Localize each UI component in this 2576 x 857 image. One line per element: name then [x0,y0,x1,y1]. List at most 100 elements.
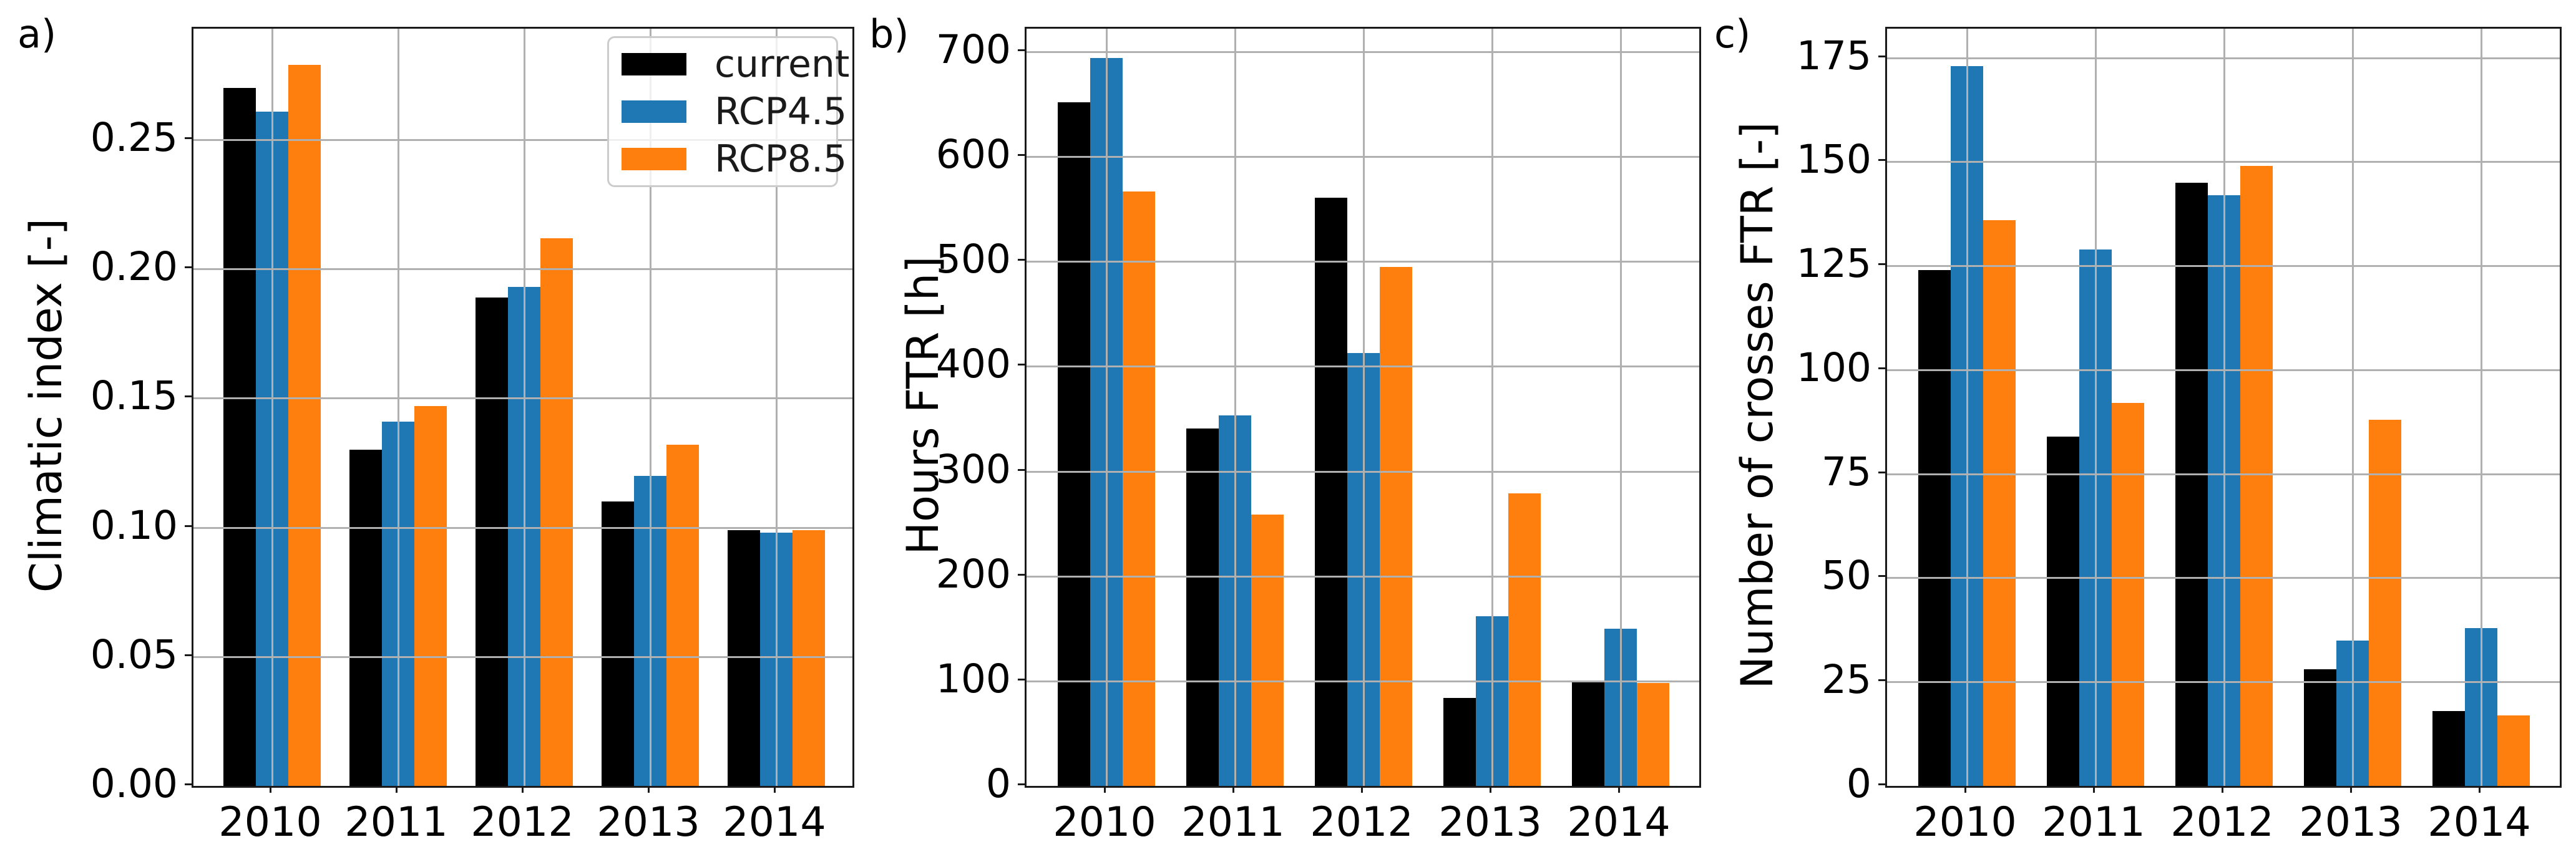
y-tick [1018,364,1025,366]
y-tick-label: 125 [1796,241,1871,287]
bar-RCP8.5-2011 [1251,515,1284,786]
x-tick-label: 2010 [1913,799,2017,846]
y-tick-label: 0 [1846,761,1871,806]
y-tick-label: 50 [1821,553,1871,599]
y-tick-label: 400 [935,341,1011,387]
y-tick [1878,575,1885,578]
bar-current-2012 [476,298,508,786]
y-axis-title-b: Hours FTR [h] [897,256,949,555]
gridline-x [2481,29,2482,786]
bar-current-2014 [1572,682,1604,786]
y-tick-label: 150 [1796,137,1871,183]
bar-current-2010 [1918,270,1951,786]
gridline-x [1966,29,1968,786]
x-tick [774,786,776,793]
panel-label-a: a) [17,11,57,57]
x-tick [1232,786,1234,793]
x-tick-label: 2013 [1438,799,1542,846]
y-tick-label: 100 [1796,344,1871,390]
bar-current-2010 [223,88,256,786]
gridline-x [1234,29,1236,786]
gridline-y [193,397,852,400]
gridline-x [776,29,778,786]
y-tick [1878,471,1885,473]
bar-RCP8.5-2012 [1380,267,1412,786]
bar-RCP8.5-2013 [1508,493,1541,786]
gridline-x [1491,29,1493,786]
y-tick [1878,159,1885,162]
y-tick-label: 100 [935,656,1011,702]
y-tick-label: 0.05 [90,631,178,677]
y-axis-title-c: Number of crosses FTR [-] [1732,122,1783,689]
x-tick-label: 2014 [2427,799,2531,846]
bar-RCP8.5-2014 [2497,715,2530,786]
y-tick [1878,679,1885,682]
gridline-y [193,656,852,658]
bar-RCP8.5-2010 [288,65,321,786]
y-tick-label: 175 [1796,32,1871,79]
gridline-x [1620,29,1622,786]
gridline-y [193,268,852,271]
x-tick [270,786,271,793]
x-tick-label: 2014 [723,799,826,846]
x-tick-label: 2011 [1181,799,1285,846]
x-tick-label: 2013 [2299,799,2403,846]
x-tick [648,786,650,793]
bar-current-2012 [1315,198,1347,786]
y-tick [1878,55,1885,57]
y-tick [185,783,192,785]
bar-current-2013 [602,501,634,786]
plot-area-a [192,27,854,788]
y-tick-label: 25 [1821,657,1871,703]
gridline-x [2352,29,2354,786]
bar-current-2014 [2432,711,2465,786]
x-tick [2093,786,2095,793]
gridline-y [193,526,852,529]
y-tick-label: 0.00 [90,761,178,806]
y-tick [1018,573,1025,576]
x-tick [522,786,524,793]
x-tick-label: 2011 [2042,799,2145,846]
y-tick [185,525,192,527]
bar-RCP8.5-2013 [2369,420,2401,786]
y-tick-label: 0.15 [90,373,178,419]
y-tick [1878,263,1885,266]
y-tick [1878,367,1885,369]
legend: current RCP4.5 RCP8.5 [607,36,849,187]
y-tick [1018,154,1025,157]
bar-current-2010 [1058,102,1090,786]
legend-item-current: current [609,42,849,87]
legend-item-rcp85: RCP8.5 [609,137,847,182]
bar-RCP8.5-2011 [2112,403,2144,786]
y-tick-label: 75 [1821,448,1871,495]
y-tick-label: 0.20 [90,244,178,290]
gridline-y [193,139,852,142]
gridline-x [2223,29,2225,786]
y-tick-label: 600 [935,132,1011,178]
y-tick [1018,259,1025,261]
bar-RCP8.5-2013 [666,445,699,786]
legend-swatch-current [622,53,686,75]
legend-swatch-rcp85 [622,148,686,170]
bar-current-2013 [1443,698,1476,786]
bar-RCP8.5-2010 [1983,220,2016,786]
bar-RCP8.5-2011 [414,406,447,786]
y-tick-label: 200 [935,551,1011,597]
y-tick-label: 300 [935,446,1011,492]
y-tick [1018,49,1025,51]
legend-label: RCP8.5 [715,137,847,181]
y-tick-label: 0.25 [90,115,178,161]
bar-current-2013 [2304,669,2336,786]
x-tick [1104,786,1106,793]
gridline-x [271,29,273,786]
y-tick [1018,678,1025,680]
bar-RCP8.5-2014 [793,530,825,786]
x-tick-label: 2010 [218,799,322,846]
bar-current-2011 [2047,437,2079,786]
legend-label: RCP4.5 [715,90,847,133]
y-tick [185,266,192,269]
legend-item-rcp45: RCP4.5 [609,89,847,134]
x-tick [2222,786,2223,793]
gridline-x [1106,29,1108,786]
